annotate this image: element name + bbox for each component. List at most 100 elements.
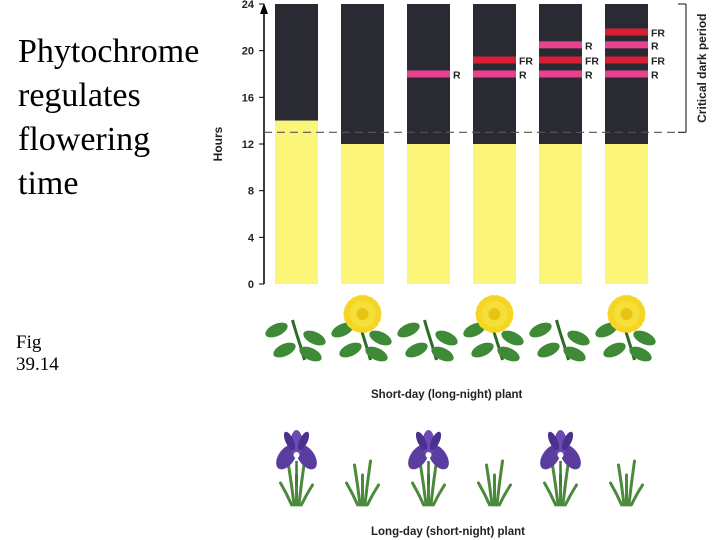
long-day-plants-row [276,430,644,507]
grass-blade [485,463,494,507]
grass-blade [287,463,296,507]
grass-blade [279,481,294,507]
grass-blade [543,481,558,507]
critical-dark-period: Critical dark period [264,3,709,133]
leaf [603,342,626,358]
leaf [529,322,552,338]
y-axis-arrow [260,3,268,14]
petal [547,431,560,451]
leaf [563,346,586,362]
flash-label: R [651,70,659,82]
leaf [537,342,560,358]
y-tick-label: 20 [242,46,254,58]
leaf [303,330,326,346]
leaf [431,346,454,362]
grass-blade [551,463,560,507]
flower-core [488,308,501,320]
flower-core [356,308,369,320]
leaf [405,342,428,358]
light-flash-FR [539,56,582,64]
flash-label: R [453,70,461,82]
leaf [435,330,458,346]
flash-label: FR [651,28,665,40]
flower-center [557,452,564,458]
y-tick-label: 24 [242,0,255,11]
light-period-bar [539,144,582,284]
leaf [471,342,494,358]
y-tick-label: 0 [248,279,254,291]
grass-blade [411,481,426,507]
flash-label: FR [585,56,599,68]
grass-blade [629,483,644,507]
y-tick-label: 8 [248,186,254,198]
flower-center [293,452,300,458]
grass-blade [363,459,372,507]
petal [408,444,429,470]
dark-period-bar [275,4,318,121]
light-period-bar [605,144,648,284]
light-flash-R [539,70,582,78]
flash-label: R [651,40,659,52]
petal [429,431,442,451]
leaf [633,330,656,346]
grass-blade [609,481,624,507]
leaf [273,342,296,358]
petal [276,444,297,470]
flower-core [620,308,633,320]
grass-blade [627,459,636,507]
leaf [299,346,322,362]
flash-label: R [519,70,527,82]
short-day-caption: Short-day (long-night) plant [371,389,523,401]
leaf [501,330,524,346]
light-flash-FR [605,56,648,64]
light-period-bar [407,144,450,284]
slide-title: Phytochrome regulates flowering time [18,33,200,202]
flash-label: FR [519,56,533,68]
petal [297,431,310,451]
leaf [497,346,520,362]
leaf [397,322,420,338]
flower-center [425,452,432,458]
petal [296,444,317,470]
grass-blade [353,463,362,507]
light-period-bar [473,144,516,284]
grass-blade [497,483,512,507]
petal [540,444,561,470]
y-axis: 0 4 8 12 16 20 24 Hours [211,0,268,291]
leaf [369,330,392,346]
leaf [629,346,652,362]
light-flash-R [605,41,648,49]
grass-blade [563,483,578,507]
grass-blade [477,481,492,507]
light-flash-FR [605,28,648,36]
light-flash-R [605,70,648,78]
light-flash-R [473,70,516,78]
petal [560,444,581,470]
dark-period-bar [341,4,384,144]
y-tick-label: 16 [242,92,254,104]
leaf [365,346,388,362]
y-tick-label: 4 [248,232,255,244]
flash-label: R [585,70,593,82]
petal [561,431,574,451]
critical-dark-period-label: Critical dark period [695,13,709,122]
leaf [567,330,590,346]
light-period-bar [341,144,384,284]
petal [283,431,296,451]
light-flash-R [407,70,450,78]
leaf [265,322,288,338]
leaf [339,342,362,358]
grass-blade [365,483,380,507]
short-day-plants-row [265,295,656,362]
grass-blade [617,463,626,507]
grass-blade [345,481,360,507]
petal [428,444,449,470]
grass-blade [419,463,428,507]
grass-blade [431,483,446,507]
grass-blade [495,459,504,507]
long-day-caption: Long-day (short-night) plant [371,526,525,538]
light-flash-R [539,41,582,49]
grass-blade [299,483,314,507]
